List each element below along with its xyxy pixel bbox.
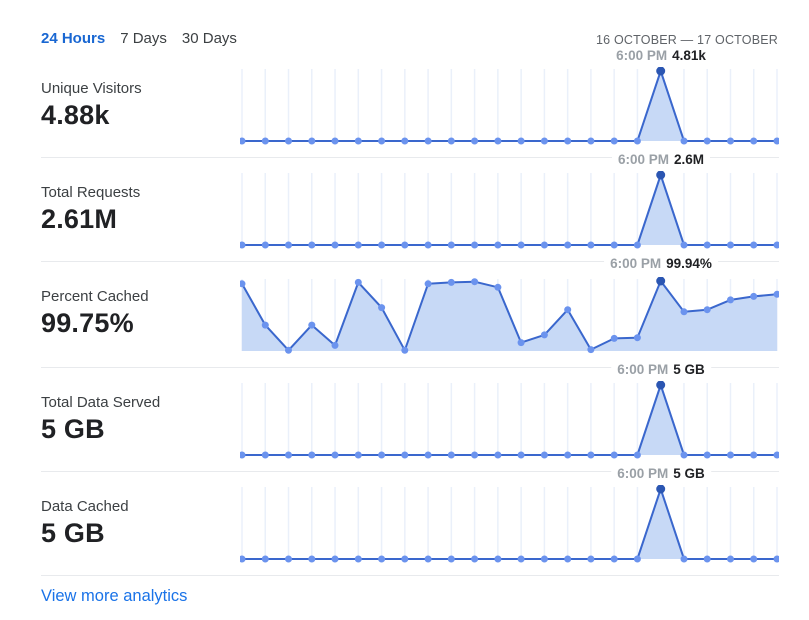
metric-value: 4.88k xyxy=(41,100,110,130)
area-chart-percent-cached[interactable] xyxy=(240,277,779,355)
tooltip-value: 99.94% xyxy=(666,256,712,271)
sparkline-chart-data-cached[interactable] xyxy=(240,485,779,563)
tooltip-time: 6:00 PM xyxy=(617,362,669,377)
tooltip-time: 6:00 PM xyxy=(617,466,669,481)
tooltip-value: 2.6M xyxy=(674,152,705,167)
metric-label: Data Cached xyxy=(41,498,129,515)
metric-row-total-data-served: 6:00 PM 5 GB Total Data Served 5 GB xyxy=(41,361,779,472)
tooltip-time: 6:00 PM xyxy=(610,256,662,271)
sparkline-chart-total-data-served[interactable] xyxy=(240,381,779,459)
tab-7-days[interactable]: 7 Days xyxy=(120,30,167,47)
tooltip-value: 5 GB xyxy=(673,466,705,481)
chart-tooltip: 6:00 PM 2.6M xyxy=(611,151,711,169)
metric-value: 5 GB xyxy=(41,518,105,548)
chart-tooltip: 6:00 PM 99.94% xyxy=(604,255,718,273)
tab-30-days[interactable]: 30 Days xyxy=(181,30,237,47)
metric-row-percent-cached: 6:00 PM 99.94% Percent Cached 99.75% xyxy=(41,255,779,368)
metric-value: 5 GB xyxy=(41,414,105,444)
metric-label: Percent Cached xyxy=(41,288,149,305)
metric-value: 99.75% xyxy=(41,308,134,338)
metric-label: Unique Visitors xyxy=(41,80,142,97)
sparkline-chart-unique-visitors[interactable] xyxy=(240,67,779,145)
date-range: 16 OCTOBER — 17 OCTOBER xyxy=(596,33,778,47)
tab-24-hours[interactable]: 24 Hours xyxy=(41,30,106,47)
tooltip-value: 5 GB xyxy=(673,362,705,377)
chart-tooltip: 6:00 PM 5 GB xyxy=(611,361,711,379)
metric-label: Total Requests xyxy=(41,184,141,201)
metric-row-unique-visitors: 6:00 PM 4.81k Unique Visitors 4.88k xyxy=(41,47,779,158)
chart-tooltip: 6:00 PM 4.81k xyxy=(610,47,712,65)
metric-value: 2.61M xyxy=(41,204,118,234)
view-more-analytics-link[interactable]: View more analytics xyxy=(41,587,188,605)
metric-row-total-requests: 6:00 PM 2.6M Total Requests 2.61M xyxy=(41,151,779,262)
tooltip-time: 6:00 PM xyxy=(616,48,668,63)
metric-row-data-cached: 6:00 PM 5 GB Data Cached 5 GB xyxy=(41,465,779,576)
metric-label: Total Data Served xyxy=(41,394,161,411)
chart-tooltip: 6:00 PM 5 GB xyxy=(611,465,711,483)
tooltip-value: 4.81k xyxy=(672,48,706,63)
metrics-list: 6:00 PM 4.81k Unique Visitors 4.88k 6:00 … xyxy=(41,47,779,576)
tooltip-time: 6:00 PM xyxy=(617,152,670,167)
sparkline-chart-total-requests[interactable] xyxy=(240,171,779,249)
time-range-tabs: 24 Hours 7 Days 30 Days xyxy=(41,31,237,46)
